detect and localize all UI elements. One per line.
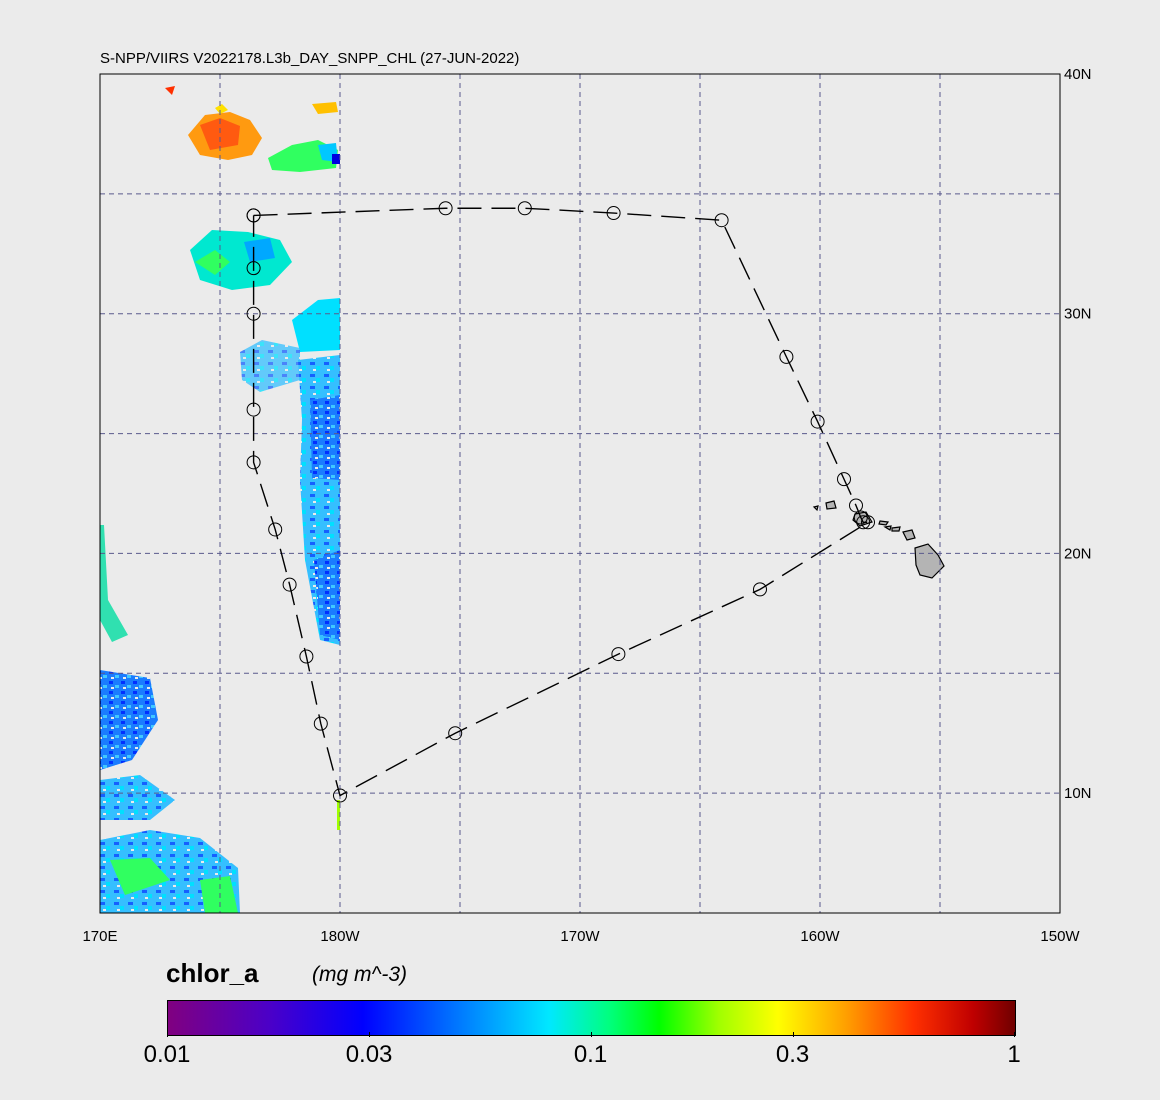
- chlorophyll-data-layer: [100, 86, 340, 913]
- station-marker: [517, 201, 532, 216]
- colorbar-tick-label: 0.1: [573, 1041, 608, 1068]
- station-marker: [268, 522, 283, 537]
- colorbar-tick-mark: [1014, 1032, 1015, 1037]
- cruise-track-line: [252, 207, 871, 797]
- station-marker: [282, 577, 297, 592]
- station-marker: [837, 472, 851, 487]
- station-marker: [714, 213, 729, 228]
- station-marker: [333, 788, 347, 803]
- longitude-tick-label: 150W: [1040, 928, 1080, 945]
- station-marker: [246, 261, 261, 276]
- colorbar-units-label: (mg m^-3): [312, 963, 408, 986]
- station-marker: [849, 498, 863, 513]
- longitude-tick-label: 180W: [320, 928, 360, 945]
- latitude-tick-label: 20N: [1064, 545, 1092, 562]
- latitude-tick-label: 30N: [1064, 306, 1092, 323]
- station-marker: [753, 582, 767, 597]
- colorbar-tick-mark: [369, 1032, 371, 1037]
- cruise-track: [252, 207, 871, 797]
- station-marker: [246, 402, 261, 417]
- station-marker: [611, 647, 626, 662]
- station-marker: [810, 414, 825, 429]
- colorbar-tick-mark: [167, 1032, 168, 1037]
- colorbar-tick-mark: [792, 1032, 794, 1037]
- station-marker: [438, 201, 453, 216]
- station-marker: [246, 208, 261, 223]
- colorbar-tick-label: 0.01: [143, 1041, 191, 1068]
- station-marker: [246, 455, 261, 470]
- longitude-tick-label: 170W: [560, 928, 600, 945]
- latitude-tick-label: 10N: [1064, 785, 1092, 802]
- station-marker: [299, 649, 314, 664]
- station-marker: [448, 726, 463, 741]
- station-marker: [779, 349, 794, 364]
- station-marker: [856, 515, 871, 530]
- map-frame: [99, 73, 1061, 914]
- station-marker: [606, 206, 621, 221]
- latitude-tick-label: 40N: [1064, 66, 1092, 83]
- station-marker: [313, 716, 328, 731]
- longitude-tick-label: 170E: [82, 928, 117, 945]
- station-marker: [246, 306, 261, 321]
- latitude-tick-labels: 40N 30N 20N 10N: [1064, 66, 1092, 802]
- station-markers: [246, 201, 875, 803]
- colorbar-tick-mark: [590, 1032, 592, 1037]
- colorbar-tick-label: 0.3: [775, 1041, 810, 1068]
- colorbar-scale: [167, 1000, 1016, 1036]
- map-gridlines: [100, 74, 1060, 913]
- station-marker: [861, 515, 875, 530]
- longitude-tick-labels: 170E 180W 170W 160W 150W: [82, 928, 1080, 945]
- colorbar-variable-label: chlor_a: [166, 958, 259, 988]
- colorbar-tick-label: 1: [1007, 1041, 1021, 1068]
- map-title: S-NPP/VIIRS V2022178.L3b_DAY_SNPP_CHL (2…: [100, 50, 520, 67]
- colorbar-tick-label: 0.03: [345, 1041, 393, 1068]
- hawaiian-islands: [812, 500, 945, 579]
- longitude-tick-label: 160W: [800, 928, 840, 945]
